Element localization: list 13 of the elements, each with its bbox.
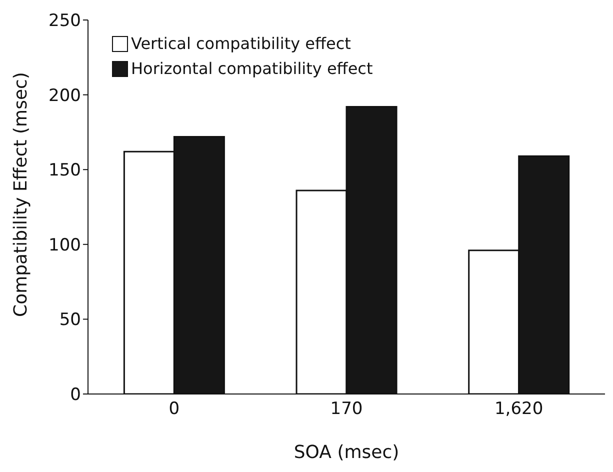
y-tick-label: 150 bbox=[48, 160, 81, 181]
y-tick-label: 200 bbox=[48, 86, 81, 106]
y-tick-label: 0 bbox=[70, 385, 81, 406]
legend-label: Vertical compatibility effect bbox=[131, 34, 351, 53]
x-axis-title: SOA (msec) bbox=[294, 442, 400, 463]
y-tick-label: 100 bbox=[48, 235, 81, 256]
x-tick-label: 1,620 bbox=[494, 399, 544, 420]
legend-label: Horizontal compatibility effect bbox=[131, 59, 373, 78]
y-tick-label: 50 bbox=[59, 310, 81, 330]
x-tick-label: 170 bbox=[330, 399, 363, 420]
y-tick-label: 250 bbox=[48, 11, 81, 32]
x-tick-label: 0 bbox=[168, 399, 180, 420]
y-axis-title: Compatibility Effect (msec) bbox=[10, 72, 32, 317]
